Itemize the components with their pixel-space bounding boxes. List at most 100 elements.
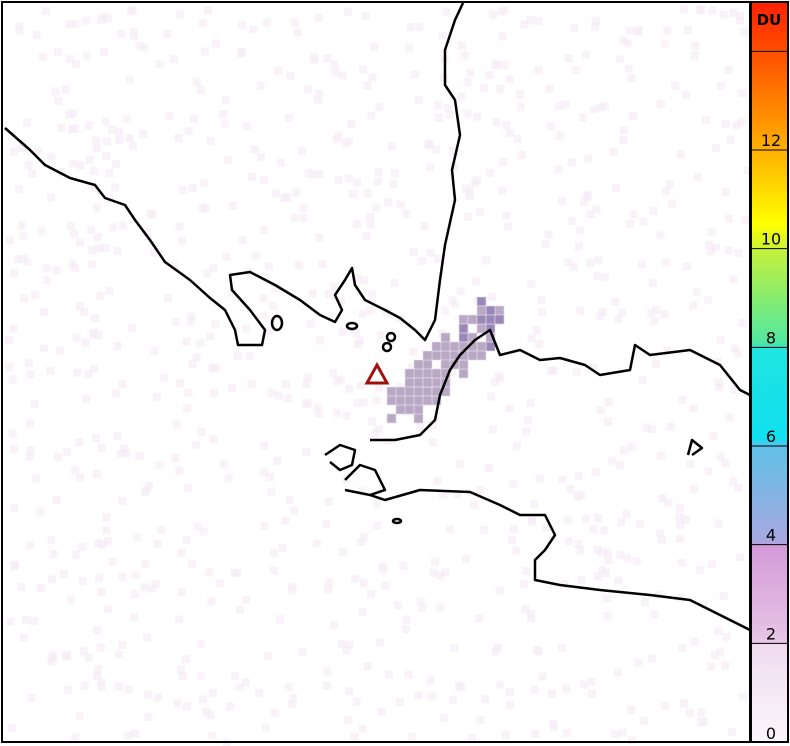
plume-cell [495, 374, 504, 383]
plume-cell [496, 84, 505, 93]
map-frame [1, 1, 751, 743]
plume-cell [322, 520, 331, 529]
plume-cell [413, 404, 424, 415]
plume-cell [267, 388, 276, 397]
plume-cell [513, 442, 522, 451]
plume-cell [122, 449, 131, 458]
plume-cell [92, 672, 101, 681]
plume-cell [426, 163, 435, 172]
plume-cell [287, 583, 296, 592]
plume-cell [264, 327, 273, 336]
plume-cell [587, 677, 596, 686]
plume-cell [111, 183, 120, 192]
plume-cell [198, 19, 207, 28]
plume-cell [24, 161, 33, 170]
plume-cell [664, 498, 673, 507]
plume-cell [242, 122, 251, 131]
plume-cell [302, 379, 311, 388]
plume-cell [545, 84, 554, 93]
plume-cell [345, 687, 354, 696]
plume-cell [40, 344, 49, 353]
plume-cell [238, 47, 247, 56]
plume-cell [315, 233, 324, 242]
plume-cell [203, 269, 212, 278]
plume-cell [426, 248, 435, 257]
plume-cell [395, 386, 406, 397]
plume-cell [262, 18, 271, 27]
plume-cell [517, 150, 526, 159]
plume-cell [494, 314, 505, 325]
plume-cell [274, 67, 283, 76]
plume-cell [693, 173, 702, 182]
plume-cell [26, 419, 35, 428]
plume-cell [148, 584, 157, 593]
plume-cell [656, 231, 665, 240]
plume-cell [706, 662, 715, 671]
plume-cell [358, 724, 367, 733]
plume-cell [143, 633, 152, 642]
plume-cell [315, 409, 324, 418]
plume-cell [119, 444, 128, 453]
plume-cell [55, 347, 64, 356]
plume-cell [256, 82, 265, 91]
plume-cell [661, 186, 670, 195]
plume-cell [8, 375, 17, 384]
colorbar-tick-label: 10 [761, 230, 781, 249]
plume-cell [381, 581, 390, 590]
plume-cell [200, 47, 209, 56]
plume-cell [458, 359, 469, 370]
plume-cell [309, 53, 318, 62]
plume-cell [231, 672, 240, 681]
plume-cell [521, 605, 530, 614]
plume-cell [580, 197, 589, 206]
plume-cell [353, 398, 362, 407]
plume-cell [260, 522, 269, 531]
plume-cell [72, 59, 81, 68]
plume-cell [730, 385, 739, 394]
plume-cell [359, 65, 368, 74]
plume-cell [336, 375, 345, 384]
plume-cell [479, 83, 488, 92]
plume-cell [91, 434, 100, 443]
plume-cell [313, 403, 322, 412]
plume-cell [76, 161, 85, 170]
plume-cell [736, 16, 745, 25]
plume-cell [37, 227, 46, 236]
plume-cell [363, 662, 372, 671]
plume-cell [404, 43, 413, 52]
plume-cell [125, 134, 134, 143]
plume-cell [32, 31, 41, 40]
plume-cell [118, 573, 127, 582]
plume-cell [210, 389, 219, 398]
plume-cell [573, 492, 582, 501]
plume-cell [144, 713, 153, 722]
plume-cell [186, 317, 195, 326]
plume-cell [302, 447, 311, 456]
plume-cell [426, 141, 435, 150]
plume-cell [494, 305, 505, 316]
plume-cell [500, 60, 509, 69]
plume-cell [359, 398, 368, 407]
plume-cell [325, 497, 334, 506]
plume-cell [271, 284, 280, 293]
plume-cell [345, 384, 354, 393]
plume-cell [125, 75, 134, 84]
plume-cell [292, 188, 301, 197]
plume-cell [181, 654, 190, 663]
plume-cell [209, 435, 218, 444]
plume-cell [415, 22, 424, 31]
plume-cell [534, 66, 543, 75]
plume-cell [352, 329, 361, 338]
plume-cell [505, 404, 514, 413]
plume-cell [422, 359, 433, 370]
plume-cell [170, 54, 179, 63]
plume-cell [562, 684, 571, 693]
plume-cell [10, 445, 19, 454]
plume-cell [26, 446, 35, 455]
plume-cell [463, 212, 472, 221]
plume-cell [38, 53, 47, 62]
plume-cell [313, 95, 322, 104]
plume-cell [347, 120, 356, 129]
plume-cell [72, 550, 81, 559]
